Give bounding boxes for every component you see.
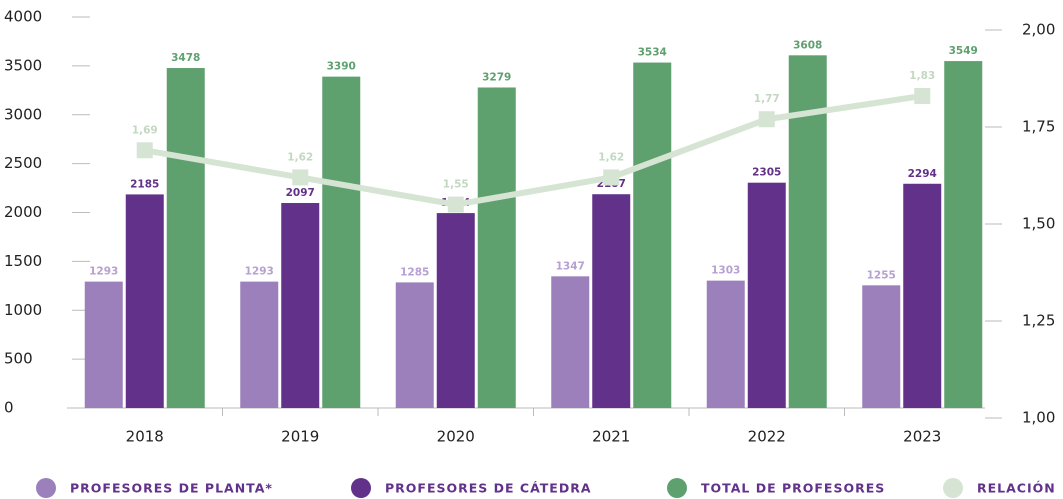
bar: [944, 61, 983, 408]
y-tick-label: 500: [4, 350, 33, 368]
y-tick-label: 0: [4, 399, 14, 417]
bar-value-label: 1255: [867, 269, 896, 281]
y-tick-label: 3500: [4, 56, 42, 74]
bar-value-label: 1303: [711, 265, 740, 277]
line-value-label: 1,62: [287, 151, 313, 163]
bar: [862, 285, 901, 408]
y-tick-label: 4000: [4, 8, 42, 26]
legend-label: PROFESORES DE CÁTEDRA: [385, 481, 592, 496]
bar: [436, 213, 475, 408]
y-tick-label: 3000: [4, 105, 42, 123]
x-tick-label: 2020: [437, 428, 475, 446]
x-tick-label: 2021: [592, 428, 630, 446]
bar: [84, 281, 123, 408]
bar: [125, 194, 164, 408]
bar-value-label: 2294: [908, 168, 937, 180]
x-tick-label: 2022: [748, 428, 786, 446]
legend-swatch: [943, 478, 963, 498]
x-tick-label: 2023: [903, 428, 941, 446]
legend-swatch: [36, 478, 56, 498]
line-point: [292, 169, 309, 186]
line-value-label: 1,55: [443, 179, 469, 191]
line-point: [603, 169, 620, 186]
x-tick-label: 2019: [281, 428, 319, 446]
line-value-label: 1,69: [132, 124, 158, 136]
bar-value-label: 3478: [171, 52, 200, 64]
y-tick-label: 1000: [4, 301, 42, 319]
bar-value-label: 1293: [245, 266, 274, 278]
bar: [592, 194, 631, 408]
y-tick-label: 1500: [4, 252, 42, 270]
bar-value-label: 2097: [286, 187, 315, 199]
line-point: [914, 87, 931, 104]
bar-value-label: 3279: [482, 71, 511, 83]
bar: [551, 276, 590, 408]
bar-value-label: 1285: [400, 266, 429, 278]
bar: [281, 203, 320, 408]
bar-value-label: 1347: [556, 260, 585, 272]
legend-label: PROFESORES DE PLANTA*: [70, 481, 273, 496]
bar: [166, 68, 205, 408]
y-tick-label: 2500: [4, 154, 42, 172]
line-point: [758, 111, 775, 128]
line: [144, 92, 923, 208]
y2-tick-label: 1,00: [1022, 409, 1055, 427]
y-tick-label: 2000: [4, 203, 42, 221]
legend-label: TOTAL DE PROFESORES: [701, 481, 885, 496]
legend-swatch: [667, 478, 687, 498]
bar: [706, 280, 745, 408]
line-point: [447, 196, 464, 213]
bar: [903, 183, 942, 408]
y2-tick-label: 2,00: [1022, 21, 1055, 39]
bar-value-label: 2305: [752, 167, 781, 179]
legend-label: RELACIÓN: [977, 481, 1056, 496]
bar: [477, 87, 516, 408]
bar-value-label: 2185: [130, 178, 159, 190]
bar: [240, 281, 279, 408]
legend-swatch: [351, 478, 371, 498]
line-value-label: 1,62: [598, 151, 624, 163]
y2-tick-label: 1,75: [1022, 118, 1055, 136]
bar-value-label: 3534: [638, 47, 667, 59]
line-value-label: 1,83: [909, 70, 935, 82]
bar-value-label: 3390: [327, 61, 356, 73]
bar-value-label: 3608: [793, 39, 822, 51]
bar: [395, 282, 434, 408]
bar: [322, 76, 361, 408]
line-value-label: 1,77: [754, 93, 780, 105]
bar-value-label: 1293: [89, 266, 118, 278]
line-point: [136, 142, 153, 159]
bar: [633, 62, 672, 408]
bar-value-label: 3549: [949, 45, 978, 57]
y2-tick-label: 1,50: [1022, 215, 1055, 233]
x-tick-label: 2018: [126, 428, 164, 446]
y2-tick-label: 1,25: [1022, 312, 1055, 330]
bar: [747, 182, 786, 408]
